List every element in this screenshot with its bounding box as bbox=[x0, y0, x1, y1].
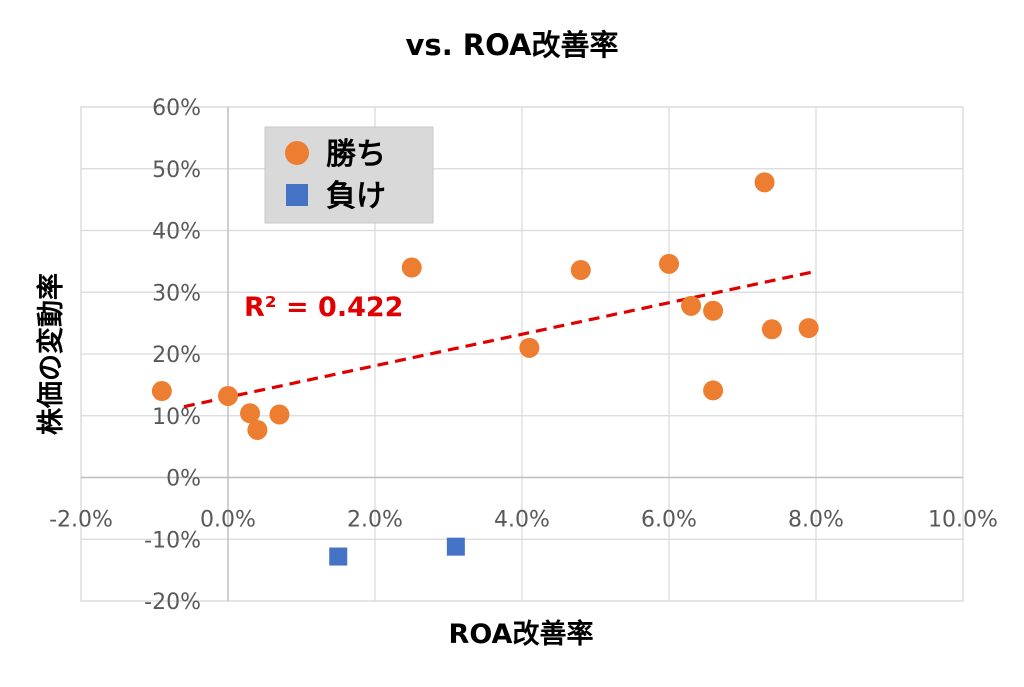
data-point-win bbox=[269, 404, 290, 425]
y-tick-label: 40% bbox=[152, 220, 201, 245]
x-tick-label: 6.0% bbox=[641, 508, 697, 533]
data-point-win bbox=[151, 381, 172, 402]
x-tick-label: 2.0% bbox=[347, 508, 403, 533]
data-point-win bbox=[240, 403, 261, 424]
chart-title: vs. ROA改善率 bbox=[406, 28, 619, 62]
data-point-win bbox=[570, 260, 591, 281]
y-tick-label: 50% bbox=[152, 158, 201, 183]
x-tick-label: 0.0% bbox=[200, 508, 256, 533]
y-tick-label: -20% bbox=[144, 590, 201, 615]
x-tick-label: 8.0% bbox=[788, 508, 844, 533]
x-axis-title: ROA改善率 bbox=[449, 618, 594, 650]
data-point-win bbox=[401, 257, 422, 278]
data-point-win bbox=[519, 337, 540, 358]
data-point-win bbox=[659, 253, 679, 274]
y-tick-label: 30% bbox=[152, 281, 201, 306]
legend-label: 勝ち bbox=[326, 137, 386, 172]
y-tick-label: 20% bbox=[152, 343, 201, 368]
data-point-win bbox=[703, 380, 724, 401]
x-tick-label: 4.0% bbox=[494, 508, 550, 533]
legend-marker-circle bbox=[285, 141, 309, 165]
x-tick-label: 10.0% bbox=[928, 508, 998, 533]
data-point-win bbox=[798, 318, 819, 339]
plot-area: -20% -10% 0% 10% 20% 30% 40% 50% 60% -2.0% 0.0% 2.0… bbox=[49, 96, 998, 615]
data-point-loss bbox=[329, 547, 348, 566]
data-point-win bbox=[218, 385, 238, 406]
data-point-win bbox=[681, 295, 702, 316]
y-tick-label: 60% bbox=[152, 96, 201, 121]
data-point-win bbox=[754, 172, 775, 193]
y-tick-label: -10% bbox=[144, 528, 201, 553]
trendline-r2-label: R² = 0.422 bbox=[244, 292, 403, 323]
y-tick-label: 10% bbox=[152, 405, 201, 430]
y-axis-title: 株価の変動率 bbox=[35, 273, 67, 435]
x-tick-label: -2.0% bbox=[49, 508, 113, 533]
data-point-win bbox=[247, 419, 268, 440]
data-point-win bbox=[761, 319, 782, 340]
y-tick-label: 0% bbox=[166, 467, 201, 492]
legend-label: 負け bbox=[326, 179, 386, 214]
data-point-win bbox=[703, 300, 724, 321]
data-point-loss bbox=[446, 537, 465, 556]
legend-marker-square bbox=[286, 184, 308, 206]
